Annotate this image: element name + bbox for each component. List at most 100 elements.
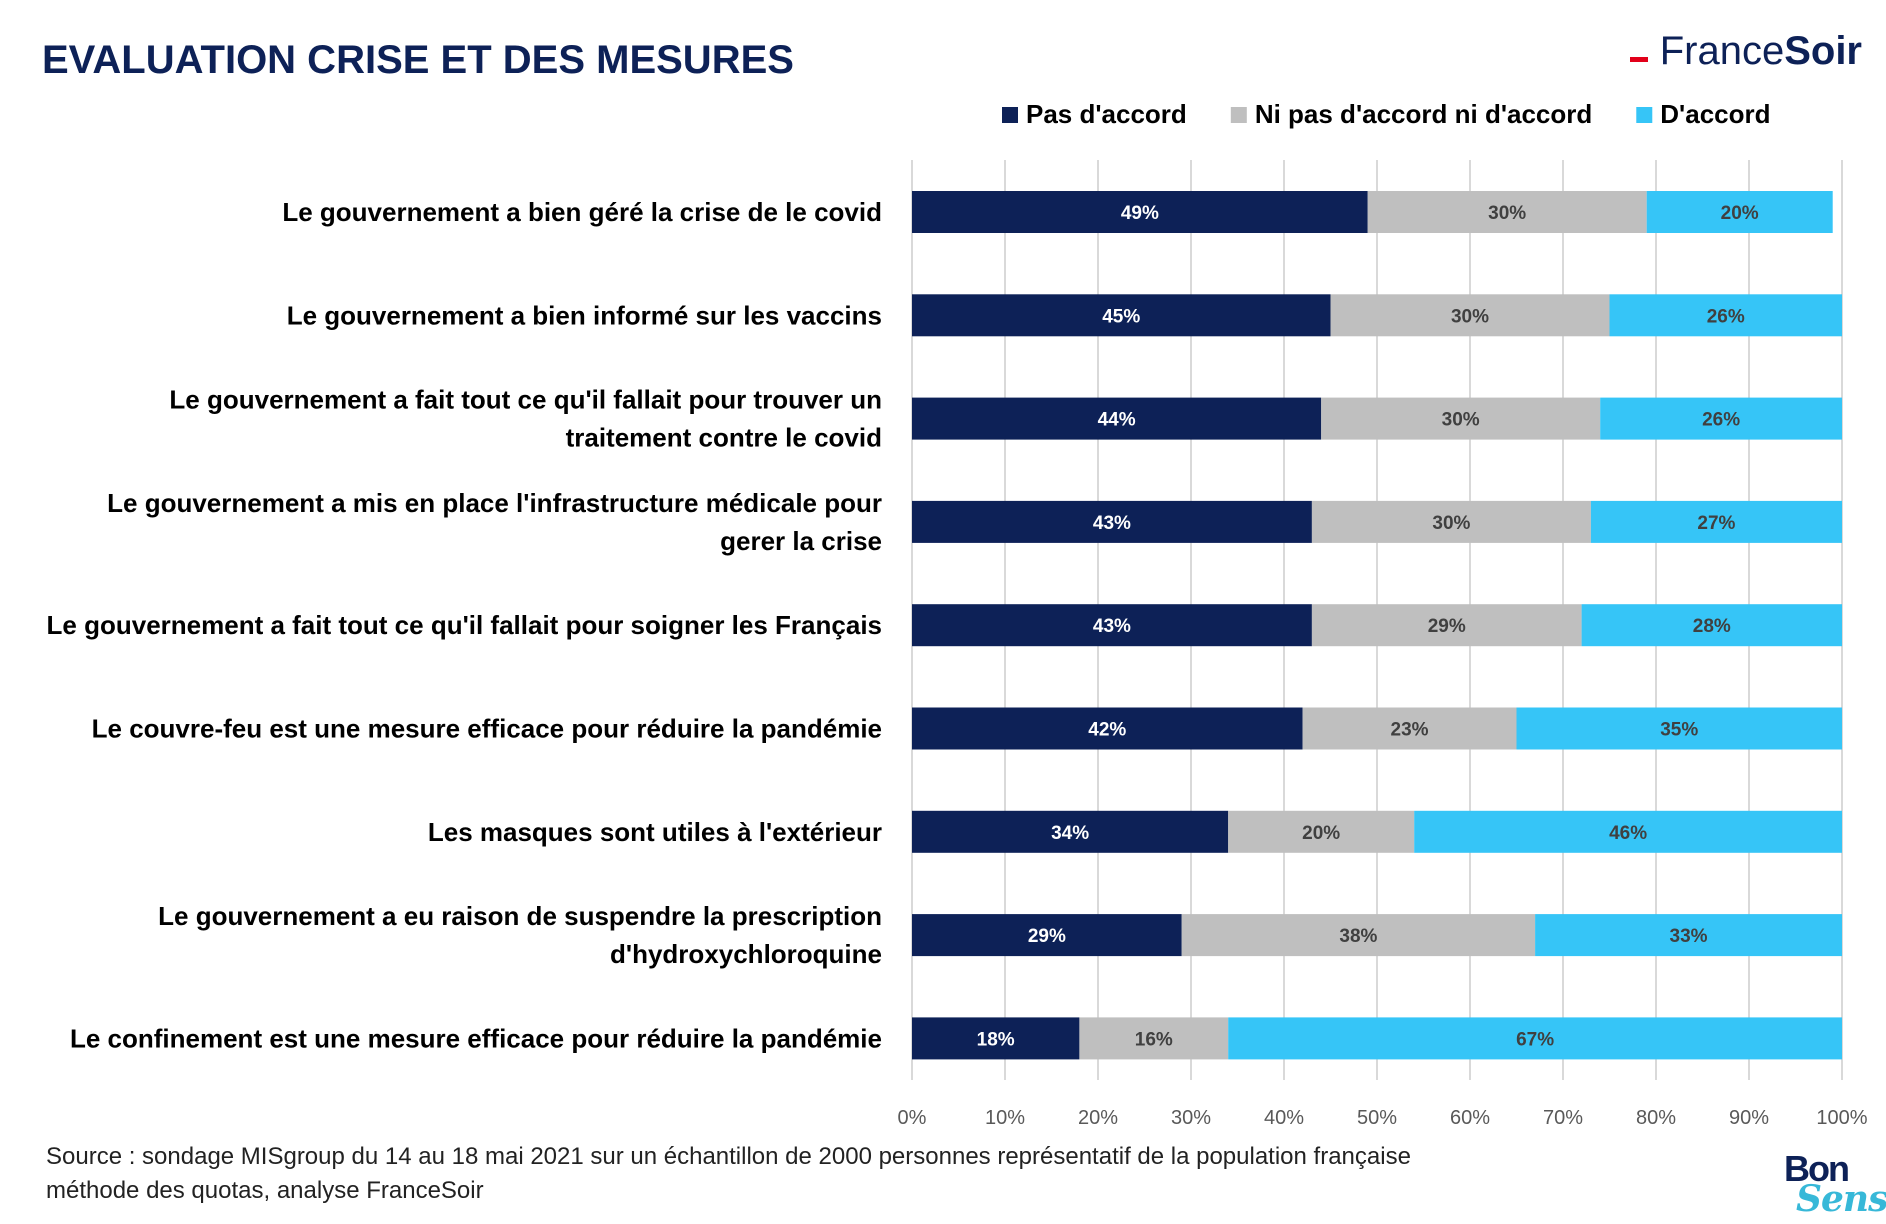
category-label-line: traitement contre le covid	[566, 423, 882, 453]
data-label: 43%	[1093, 616, 1131, 637]
data-label: 29%	[1028, 926, 1066, 947]
data-label: 33%	[1670, 926, 1708, 947]
bar-segment	[912, 500, 1312, 543]
category-label-line: Le gouvernement a fait tout ce qu'il fal…	[47, 610, 882, 640]
bar-segment	[912, 397, 1322, 440]
category-label-line: Les masques sont utiles à l'extérieur	[428, 817, 882, 847]
logo-text-france: France	[1659, 28, 1785, 73]
bon-sens-logo-bottom: Sens	[1796, 1178, 1886, 1220]
bar-segment	[1228, 1017, 1842, 1060]
chart-legend: Pas d'accord Ni pas d'accord ni d'accord D…	[1002, 99, 1771, 129]
bar-segment	[1590, 500, 1842, 543]
data-label: 27%	[1697, 513, 1735, 534]
bar-segment	[1079, 1017, 1229, 1060]
data-label: 20%	[1302, 823, 1340, 844]
bar-segment	[912, 294, 1331, 337]
data-label: 43%	[1093, 513, 1131, 534]
data-label: 46%	[1609, 823, 1647, 844]
category-label-line: Le gouvernement a eu raison de suspendre…	[158, 901, 882, 931]
legend-swatch	[1636, 107, 1653, 123]
data-label: 38%	[1339, 926, 1377, 947]
bar-segment	[1302, 707, 1517, 750]
category-labels: Le gouvernement a bien géré la crise de …	[47, 197, 882, 1053]
x-tick-label: 90%	[1729, 1107, 1769, 1129]
data-label: 30%	[1432, 513, 1470, 534]
bar-segment	[912, 1017, 1080, 1060]
data-label: 20%	[1721, 203, 1759, 224]
bon-sens-logo: Bon Sens	[1780, 1148, 1886, 1224]
bar-segment	[1367, 191, 1647, 233]
chart-bars: 49% 30% 20% 45% 30% 26% 44% 30% 26% 43% 30% 27% 43% 2…	[912, 191, 1842, 1060]
legend-label: Ni pas d'accord ni d'accord	[1255, 99, 1592, 129]
data-label: 29%	[1428, 616, 1466, 637]
category-label-line: Le gouvernement a bien géré la crise de …	[282, 197, 882, 227]
data-label: 18%	[977, 1029, 1015, 1050]
bar-segment	[1228, 810, 1415, 853]
bar-segment	[1414, 810, 1842, 853]
x-tick-label: 20%	[1078, 1107, 1118, 1129]
x-tick-label: 0%	[898, 1107, 927, 1129]
legend-label: Pas d'accord	[1026, 99, 1187, 129]
bar-segment	[1609, 294, 1842, 337]
category-label: Le gouvernement a mis en place l'infrast…	[107, 488, 882, 556]
category-label-line: Le gouvernement a bien informé sur les v…	[287, 300, 882, 330]
category-label: Les masques sont utiles à l'extérieur	[428, 817, 882, 847]
bar-segment	[1311, 604, 1582, 647]
category-label-line: Le couvre-feu est une mesure efficace po…	[92, 714, 882, 744]
category-label: Le gouvernement a fait tout ce qu'il fal…	[47, 610, 882, 640]
bar-segment	[1646, 191, 1833, 233]
bon-sens-logo-top: Bon	[1784, 1148, 1850, 1189]
francesoir-logo: France Soir	[1629, 26, 1862, 76]
category-label: Le couvre-feu est une mesure efficace po…	[92, 714, 882, 744]
bar-segment	[912, 604, 1312, 647]
bar-segment	[1516, 707, 1842, 750]
bar-segment	[1535, 914, 1842, 957]
category-label: Le confinement est une mesure efficace p…	[70, 1023, 882, 1053]
data-label: 23%	[1391, 720, 1429, 741]
legend-swatch	[1002, 107, 1018, 123]
bar-segment	[912, 914, 1182, 957]
bar-segment	[1330, 294, 1610, 337]
logo-text-soir: Soir	[1784, 28, 1862, 73]
data-label: 16%	[1135, 1029, 1173, 1050]
x-tick-label: 40%	[1264, 1107, 1304, 1129]
data-label: 30%	[1451, 306, 1489, 327]
category-label: Le gouvernement a bien informé sur les v…	[287, 300, 882, 330]
source-note: Source : sondage MISgroup du 14 au 18 ma…	[46, 1143, 1411, 1204]
x-tick-label: 10%	[985, 1107, 1025, 1129]
x-tick-label: 100%	[1816, 1107, 1867, 1129]
data-label: 26%	[1702, 410, 1740, 431]
bar-segment	[912, 191, 1368, 233]
data-label: 45%	[1102, 306, 1140, 327]
category-label-line: Le confinement est une mesure efficace p…	[70, 1023, 882, 1053]
x-tick-label: 80%	[1636, 1107, 1676, 1129]
data-label: 28%	[1693, 616, 1731, 637]
chart-title: EVALUATION CRISE ET DES MESURES	[42, 38, 794, 82]
x-axis-ticks: 0% 10% 20% 30% 40% 50% 60% 70% 80% 90% 100%	[898, 1107, 1868, 1129]
category-label: Le gouvernement a bien géré la crise de …	[282, 197, 882, 227]
data-label: 44%	[1098, 410, 1136, 431]
data-label: 30%	[1488, 203, 1526, 224]
data-label: 67%	[1516, 1029, 1554, 1050]
logo-accent-dash	[1629, 56, 1648, 62]
category-label-line: Le gouvernement a fait tout ce qu'il fal…	[169, 385, 882, 415]
x-tick-label: 70%	[1543, 1107, 1583, 1129]
legend-label: D'accord	[1660, 99, 1770, 129]
data-label: 26%	[1707, 306, 1745, 327]
bar-segment	[1321, 397, 1601, 440]
bar-segment	[1181, 914, 1536, 957]
bar-segment	[912, 810, 1229, 853]
bar-segment	[1600, 397, 1842, 440]
category-label: Le gouvernement a fait tout ce qu'il fal…	[169, 385, 882, 453]
bar-segment	[1581, 604, 1842, 647]
category-label: Le gouvernement a eu raison de suspendre…	[158, 901, 882, 969]
bar-segment	[912, 707, 1303, 750]
legend-swatch	[1230, 107, 1247, 123]
x-tick-label: 60%	[1450, 1107, 1490, 1129]
data-label: 42%	[1088, 720, 1126, 741]
category-label-line: d'hydroxychloroquine	[610, 939, 882, 969]
data-label: 35%	[1660, 720, 1698, 741]
category-label-line: gerer la crise	[720, 526, 882, 556]
data-label: 30%	[1442, 410, 1480, 431]
